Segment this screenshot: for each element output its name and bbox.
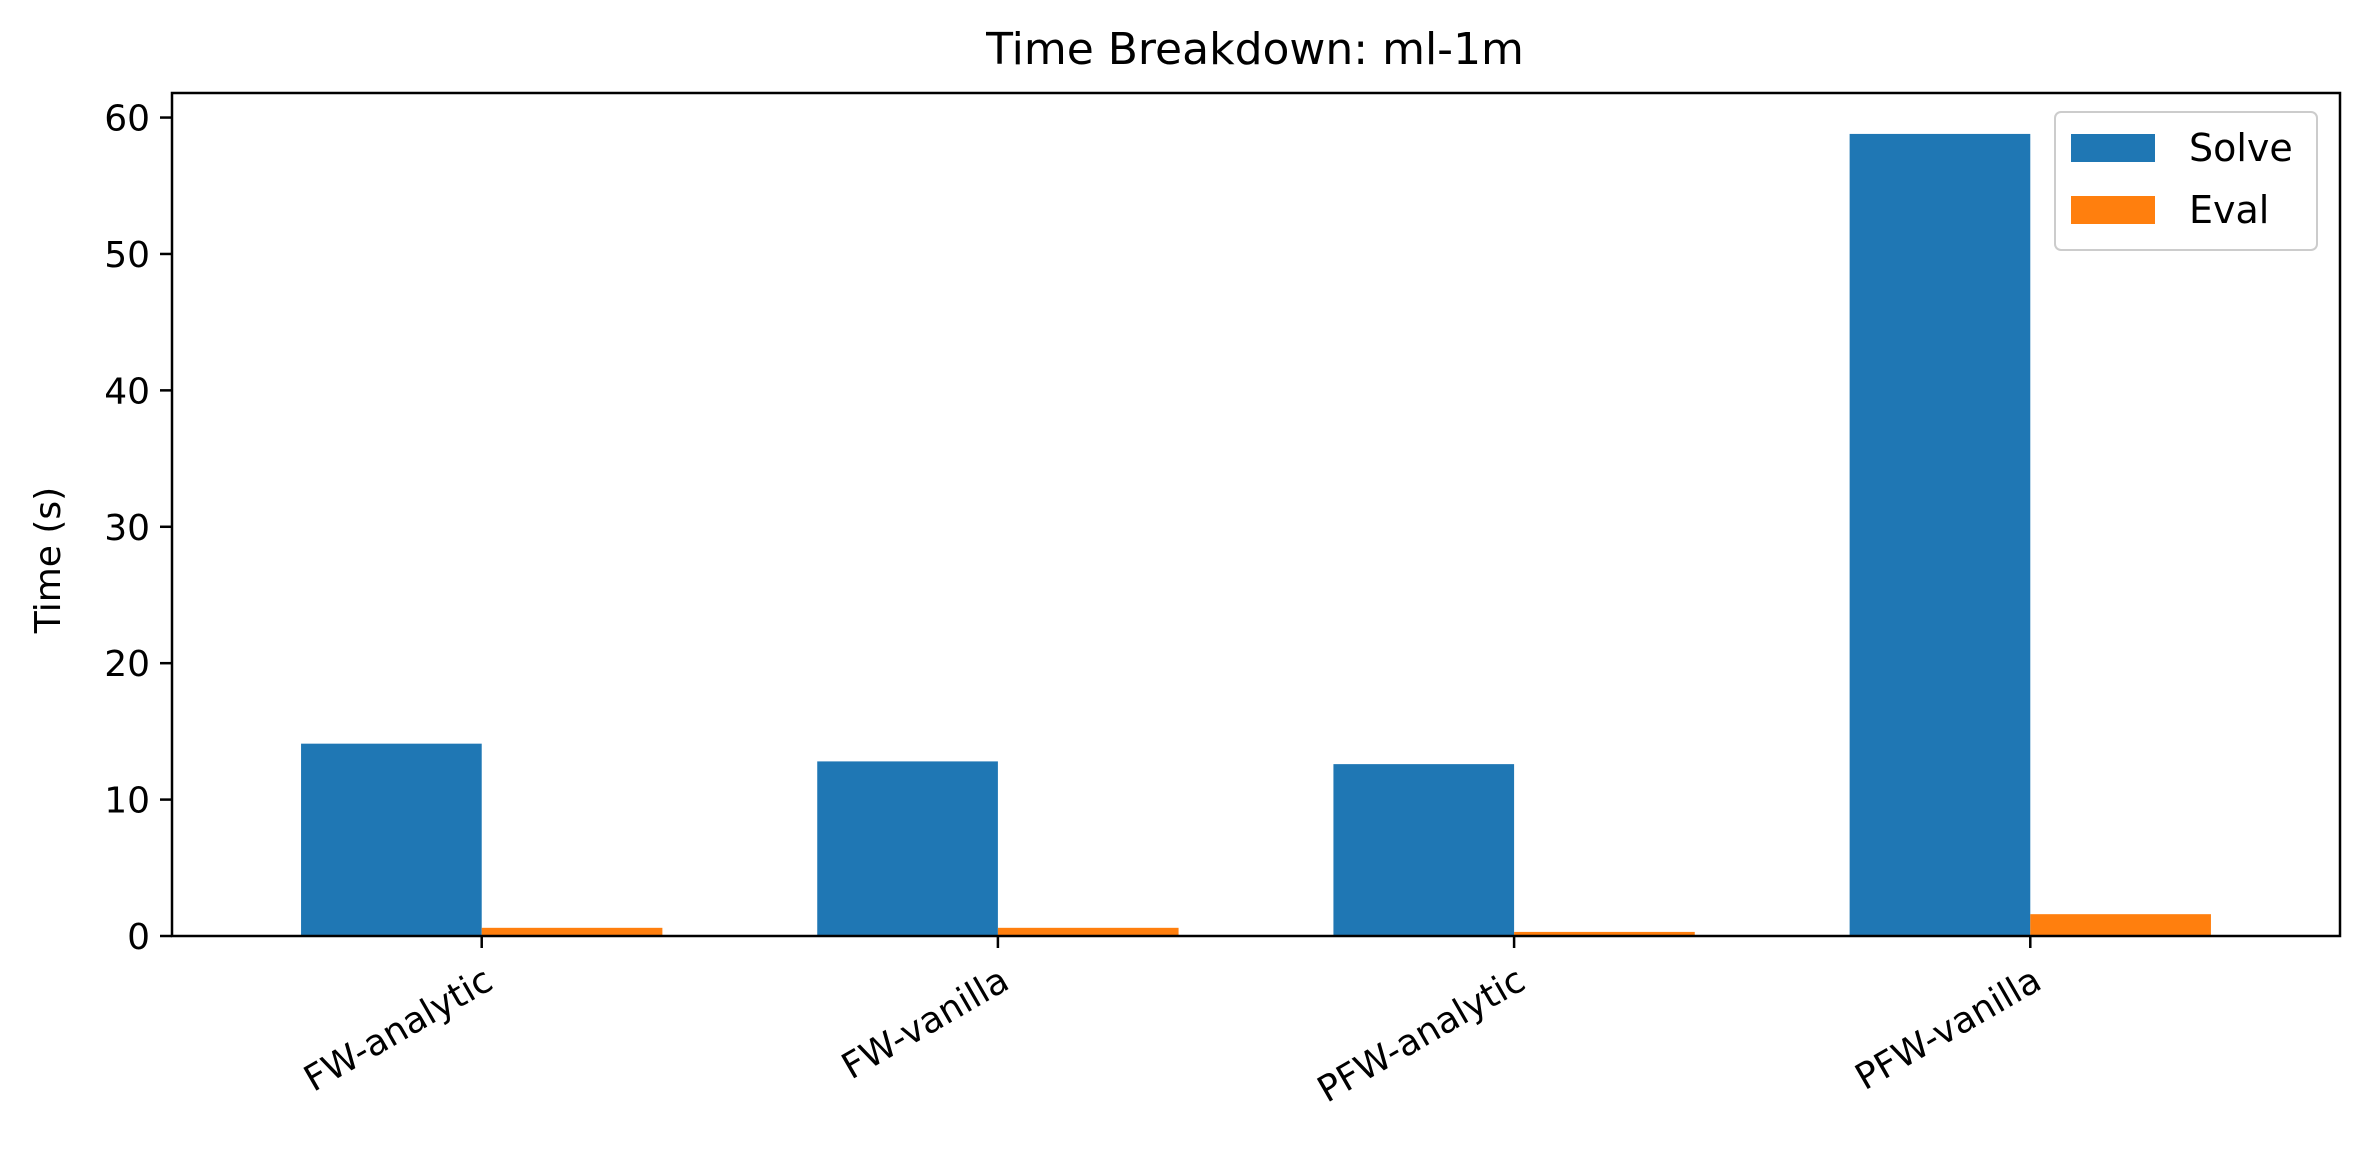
bar-solve-pfw-analytic: [1333, 764, 1515, 936]
plot-frame: [170, 91, 2342, 938]
bar-solve-fw-vanilla: [817, 761, 998, 936]
y-tick-label: 60: [104, 99, 150, 140]
bar-eval-pfw-vanilla: [2030, 914, 2211, 936]
bar-eval-fw-vanilla: [997, 927, 1179, 936]
bar-solve-fw-analytic: [301, 743, 482, 936]
y-tick-label: 30: [104, 508, 150, 549]
x-tick-label: FW-vanilla: [835, 960, 1016, 1088]
y-tick-label: 10: [104, 781, 150, 822]
x-axis: FW-analytic FW-vanilla PFW-analytic PFW-van…: [297, 936, 2048, 1111]
legend: Solve Eval: [2054, 111, 2318, 251]
bar-eval-pfw-analytic: [1514, 931, 1695, 936]
bar-solve-pfw-vanilla: [1849, 133, 2031, 936]
y-tick-label: 40: [104, 371, 150, 412]
y-tick-label: 20: [104, 644, 150, 685]
legend-swatch-eval: [2071, 196, 2155, 224]
bar-eval-fw-analytic: [481, 927, 663, 936]
y-axis: 0 10 20 30 40 50 60: [104, 99, 172, 958]
legend-label-solve: Solve: [2189, 126, 2293, 170]
legend-label-eval: Eval: [2189, 188, 2269, 232]
chart-title: Time Breakdown: ml-1m: [985, 24, 1524, 75]
bars-layer: [301, 133, 2211, 936]
x-tick-label: PFW-vanilla: [1849, 960, 2049, 1099]
y-tick-label: 0: [127, 917, 150, 958]
x-tick-label: PFW-analytic: [1311, 960, 1532, 1111]
x-tick-label: FW-analytic: [297, 960, 499, 1101]
legend-swatch-solve: [2071, 134, 2155, 162]
y-axis-label: Time (s): [28, 487, 69, 634]
y-tick-label: 50: [104, 235, 150, 276]
